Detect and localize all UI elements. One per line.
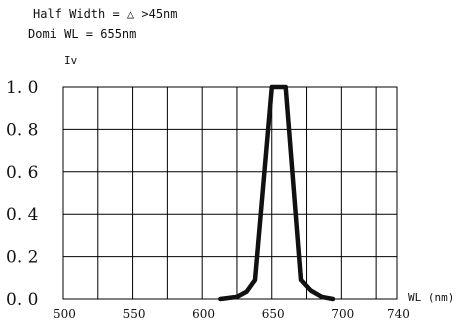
x-tick-label: 550 bbox=[123, 307, 146, 321]
y-tick-labels: 0. 0 0. 2 0. 4 0. 6 0. 8 1. 0 bbox=[6, 78, 38, 310]
dominant-wavelength-annotation: Domi WL = 655nm bbox=[28, 27, 136, 41]
plot-frame bbox=[62, 86, 398, 300]
y-tick-label: 0. 8 bbox=[6, 120, 38, 140]
y-tick-label: 1. 0 bbox=[6, 78, 38, 98]
series-line bbox=[218, 84, 336, 302]
half-width-annotation: Half Width = △ >45nm bbox=[33, 7, 178, 21]
x-tick-label: 500 bbox=[53, 307, 76, 321]
y-tick-label: 0. 4 bbox=[6, 205, 38, 225]
series-group bbox=[218, 84, 336, 302]
x-tick-label: 600 bbox=[192, 307, 215, 321]
y-tick-label: 0. 2 bbox=[6, 248, 38, 268]
y-tick-label: 0. 0 bbox=[6, 290, 38, 310]
x-tick-labels: 500 550 600 650 700 740 bbox=[53, 307, 410, 321]
x-tick-label: 700 bbox=[331, 307, 354, 321]
x-axis-label: WL (nm) bbox=[408, 291, 454, 304]
y-tick-label: 0. 6 bbox=[6, 163, 38, 183]
plot-grid bbox=[62, 86, 398, 300]
y-axis-label: Iv bbox=[64, 54, 78, 67]
x-tick-label: 740 bbox=[387, 307, 410, 321]
x-tick-label: 650 bbox=[262, 307, 285, 321]
